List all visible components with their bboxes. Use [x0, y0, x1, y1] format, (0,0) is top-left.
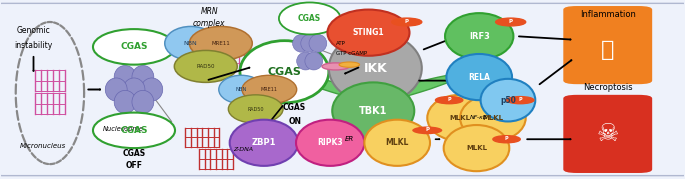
FancyBboxPatch shape: [563, 95, 652, 173]
Ellipse shape: [123, 78, 145, 101]
Text: MLKL: MLKL: [449, 115, 471, 121]
Ellipse shape: [228, 95, 283, 123]
Text: MRE11: MRE11: [261, 87, 278, 92]
Text: P: P: [519, 97, 522, 102]
Circle shape: [496, 18, 525, 26]
Ellipse shape: [362, 122, 389, 150]
Ellipse shape: [132, 66, 154, 89]
Ellipse shape: [189, 26, 252, 60]
Ellipse shape: [114, 90, 136, 113]
Text: P: P: [405, 19, 409, 24]
FancyBboxPatch shape: [563, 6, 652, 84]
Ellipse shape: [447, 54, 512, 100]
Text: 🔥: 🔥: [601, 40, 614, 61]
Text: NBN: NBN: [236, 87, 247, 92]
Ellipse shape: [301, 34, 319, 52]
Circle shape: [392, 18, 422, 26]
Text: Nucleosome: Nucleosome: [103, 126, 145, 132]
Ellipse shape: [132, 90, 154, 113]
Circle shape: [412, 126, 443, 134]
Text: ☠: ☠: [597, 122, 619, 146]
Ellipse shape: [93, 113, 175, 148]
Ellipse shape: [305, 52, 323, 70]
Text: MLKL: MLKL: [482, 115, 503, 121]
Ellipse shape: [460, 95, 525, 141]
Text: NF-κB: NF-κB: [470, 115, 488, 120]
Text: TBK1: TBK1: [359, 106, 388, 116]
Text: ATP: ATP: [336, 41, 345, 46]
Ellipse shape: [114, 66, 136, 89]
Text: RIPK3: RIPK3: [317, 138, 343, 147]
Circle shape: [339, 62, 360, 67]
Ellipse shape: [297, 52, 314, 70]
Text: NBN: NBN: [184, 41, 197, 46]
Ellipse shape: [309, 34, 327, 52]
Text: complex: complex: [193, 19, 225, 28]
Text: CGAS: CGAS: [121, 42, 148, 51]
Ellipse shape: [481, 79, 535, 122]
Text: CGAS: CGAS: [298, 14, 321, 23]
Ellipse shape: [240, 41, 329, 103]
Text: STING1: STING1: [353, 28, 384, 37]
Text: RELA: RELA: [469, 72, 490, 82]
Text: ON: ON: [288, 117, 301, 126]
Text: Micronucleus: Micronucleus: [20, 143, 66, 149]
Ellipse shape: [219, 75, 264, 104]
Ellipse shape: [279, 3, 340, 34]
Text: P: P: [509, 19, 512, 24]
Ellipse shape: [296, 120, 364, 166]
Circle shape: [322, 63, 349, 70]
Text: RAD50: RAD50: [197, 64, 215, 69]
Ellipse shape: [327, 9, 410, 56]
Ellipse shape: [165, 26, 216, 60]
Text: CGAS: CGAS: [267, 67, 301, 77]
Circle shape: [507, 97, 534, 104]
Text: Z-DNA: Z-DNA: [233, 147, 253, 152]
Ellipse shape: [141, 78, 163, 101]
Text: IRF3: IRF3: [469, 32, 490, 41]
Text: RAD50: RAD50: [247, 107, 264, 112]
Ellipse shape: [444, 125, 510, 171]
Text: P: P: [425, 127, 429, 132]
Text: CGAS: CGAS: [121, 126, 148, 135]
Circle shape: [436, 97, 463, 104]
Text: Necroptosis: Necroptosis: [583, 83, 632, 92]
Ellipse shape: [174, 50, 237, 82]
Text: MLKL: MLKL: [466, 145, 487, 151]
Text: ZBP1: ZBP1: [251, 138, 276, 147]
Ellipse shape: [364, 120, 430, 166]
Text: OFF: OFF: [125, 161, 142, 170]
Text: P: P: [505, 136, 508, 141]
Text: IKK: IKK: [364, 62, 387, 75]
Ellipse shape: [229, 120, 298, 166]
Ellipse shape: [93, 29, 175, 65]
Ellipse shape: [292, 74, 390, 105]
Text: MRE11: MRE11: [212, 41, 230, 46]
Text: MRN: MRN: [201, 7, 218, 16]
Circle shape: [493, 136, 520, 143]
Text: ER: ER: [345, 136, 354, 142]
Ellipse shape: [105, 78, 127, 101]
FancyBboxPatch shape: [0, 3, 685, 176]
Text: MLKL: MLKL: [386, 138, 409, 147]
Text: P: P: [447, 97, 451, 102]
Text: Inflammation: Inflammation: [580, 10, 636, 19]
Text: CGAS: CGAS: [283, 103, 306, 112]
Text: CGAS: CGAS: [123, 149, 145, 158]
Ellipse shape: [292, 34, 310, 52]
Ellipse shape: [242, 75, 297, 104]
Text: GTP cGAMP: GTP cGAMP: [336, 52, 366, 57]
Ellipse shape: [445, 13, 513, 59]
Ellipse shape: [427, 95, 493, 141]
Ellipse shape: [362, 74, 460, 105]
Text: Genomic: Genomic: [16, 26, 51, 35]
Ellipse shape: [332, 82, 414, 139]
Ellipse shape: [329, 33, 422, 104]
Text: p50: p50: [500, 96, 516, 105]
Text: instability: instability: [14, 41, 53, 50]
